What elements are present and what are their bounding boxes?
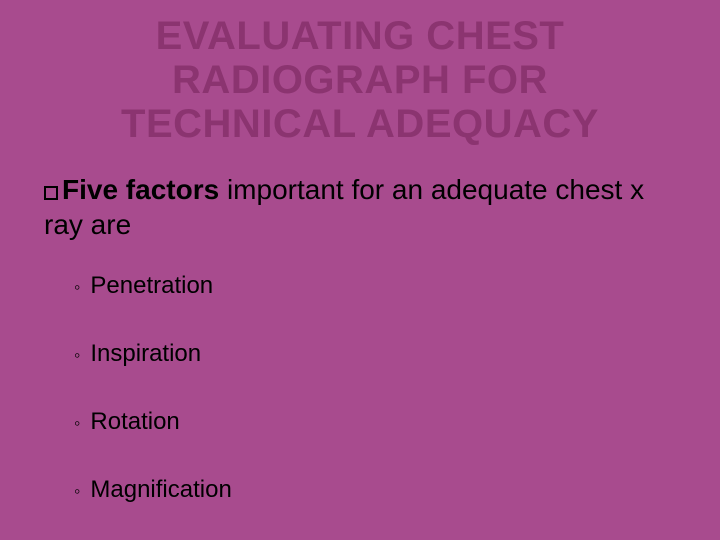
title-line-1: EVALUATING CHEST RADIOGRAPH FOR <box>156 14 565 102</box>
intro-bold: Five factors <box>62 174 219 205</box>
list-item: Rotation <box>74 408 680 436</box>
list-item: Magnification <box>74 476 680 504</box>
title-line-2: TECHNICAL ADEQUACY <box>121 102 599 146</box>
square-bullet-icon <box>44 186 58 200</box>
list-item: Penetration <box>74 272 680 300</box>
list-item: Inspiration <box>74 340 680 368</box>
slide: EVALUATING CHEST RADIOGRAPH FOR TECHNICA… <box>0 0 720 540</box>
intro-paragraph: Five factors important for an adequate c… <box>44 172 680 242</box>
slide-title: EVALUATING CHEST RADIOGRAPH FOR TECHNICA… <box>40 14 680 146</box>
factors-list: Penetration Inspiration Rotation Magnifi… <box>74 272 680 540</box>
